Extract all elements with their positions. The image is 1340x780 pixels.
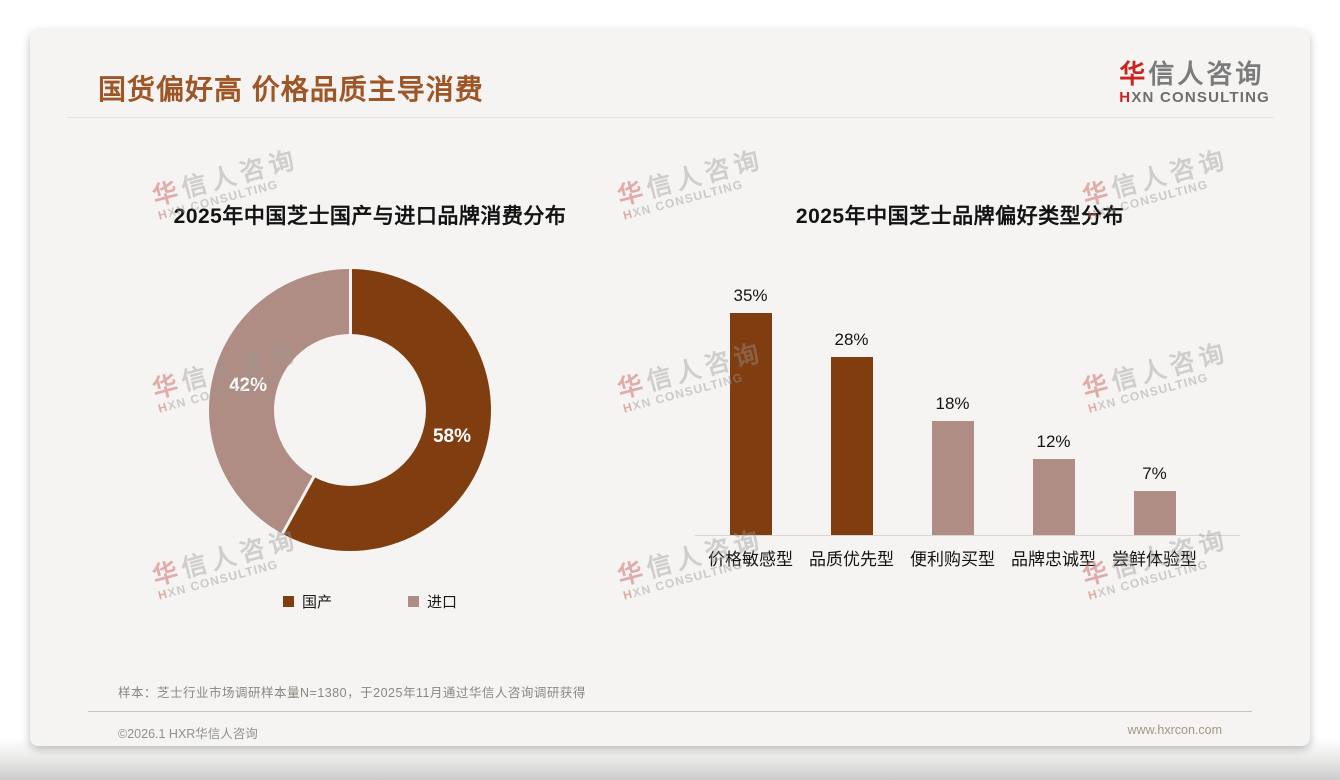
legend-item-imported: 进口	[408, 591, 457, 612]
bar-category-label: 价格敏感型	[708, 550, 793, 569]
donut-chart: 58% 42%	[209, 269, 491, 551]
donut-hole	[274, 334, 426, 486]
bar-rect	[830, 357, 873, 535]
company-logo: 华信人咨询 HXN CONSULTING	[1119, 60, 1270, 106]
legend-label-domestic: 国产	[301, 594, 332, 611]
logo-rest-chars: 信人咨询	[1148, 59, 1265, 89]
logo-en-rest-chars: XN CONSULTING	[1131, 88, 1270, 106]
bar-category-label: 尝鲜体验型	[1112, 550, 1197, 569]
footer-divider	[88, 711, 1252, 712]
bar-rect	[1133, 490, 1176, 535]
bar-value-label: 12%	[1036, 431, 1071, 451]
bar-value-label: 28%	[834, 330, 869, 350]
footer-website: www.hxrcon.com	[1127, 723, 1222, 737]
logo-english-name: HXN CONSULTING	[1119, 89, 1270, 106]
bar-category-label: 品质优先型	[809, 550, 894, 569]
slide-card: 国货偏好高 价格品质主导消费 华信人咨询 HXN CONSULTING 2025…	[30, 30, 1310, 746]
donut-chart-title: 2025年中国芝士国产与进口品牌消费分布	[173, 205, 567, 228]
bar-chart-x-axis	[695, 535, 1240, 536]
legend-swatch-imported	[408, 596, 419, 607]
donut-legend: 国产 进口	[70, 591, 670, 612]
bar-value-label: 35%	[733, 286, 768, 306]
bar-rect	[729, 313, 772, 535]
footer-copyright: ©2026.1 HXR华信人咨询	[118, 727, 258, 741]
bar-slot: 18%	[902, 394, 1003, 535]
bar-chart-title: 2025年中国芝士品牌偏好类型分布	[795, 205, 1125, 228]
bar-slot: 7%	[1104, 464, 1205, 535]
legend-label-imported: 进口	[427, 594, 458, 611]
donut-label-domestic: 58%	[432, 426, 472, 447]
legend-swatch-domestic	[282, 596, 294, 607]
bar-chart-category-labels: 价格敏感型 品质优先型 便利购买型 品牌忠诚型 尝鲜体验型	[700, 545, 1205, 570]
bar-slot: 35%	[700, 286, 801, 535]
bar-value-label: 18%	[935, 393, 970, 413]
bar-chart: 35% 28% 18% 12% 7%	[700, 280, 1205, 535]
logo-en-accent-char: H	[1119, 88, 1132, 106]
donut-label-imported: 42%	[228, 375, 268, 396]
legend-item-domestic: 国产	[282, 591, 332, 612]
bar-category-label: 便利购买型	[910, 550, 995, 569]
bar-category-label: 品牌忠诚型	[1011, 550, 1096, 569]
bar-value-label: 7%	[1142, 463, 1167, 483]
bar-rect	[931, 420, 974, 535]
bar-rect	[1032, 458, 1075, 535]
bar-slot: 12%	[1003, 432, 1104, 535]
header-divider	[66, 117, 1274, 118]
logo-accent-char: 华	[1119, 59, 1149, 89]
page-title: 国货偏好高 价格品质主导消费	[98, 74, 484, 105]
logo-chinese-name: 华信人咨询	[1119, 60, 1270, 89]
sample-footnote: 样本：芝士行业市场调研样本量N=1380，于2025年11月通过华信人咨询调研获…	[118, 686, 586, 700]
bar-slot: 28%	[801, 330, 902, 535]
